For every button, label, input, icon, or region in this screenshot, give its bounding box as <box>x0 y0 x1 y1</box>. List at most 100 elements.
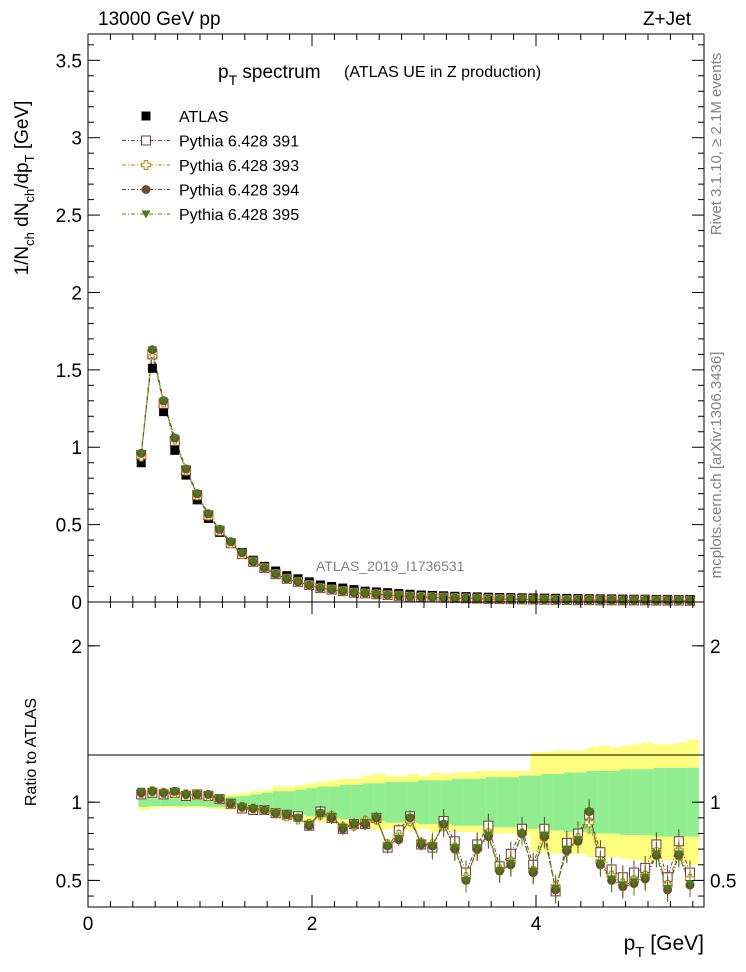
ratio-point <box>439 820 449 829</box>
ratio-point <box>147 787 157 796</box>
ratio-point <box>629 878 639 887</box>
x-tick-label: 0 <box>83 914 94 935</box>
ratio-point <box>394 834 404 843</box>
data-point <box>685 597 695 606</box>
data-point <box>181 465 191 474</box>
ratio-point <box>304 820 314 829</box>
ratio-y-tick-label: 1 <box>71 793 82 814</box>
data-point <box>136 449 146 458</box>
stat-uncertainty-bin <box>586 770 599 834</box>
data-point <box>259 564 269 573</box>
analysis-watermark: ATLAS_2019_I1736531 <box>316 558 465 574</box>
ratio-point <box>461 876 471 885</box>
data-point <box>573 596 583 605</box>
ratio-point <box>584 808 594 817</box>
ratio-point <box>327 812 337 821</box>
ratio-plot-frame <box>87 601 705 908</box>
stat-uncertainty-bin <box>597 770 610 834</box>
ratio-point <box>651 850 661 859</box>
x-axis: 0 2 4 <box>83 34 694 935</box>
ratio-point <box>483 831 493 840</box>
ratio-point <box>315 809 325 818</box>
data-point <box>562 596 572 605</box>
stat-uncertainty-bin <box>530 775 543 829</box>
legend-label: ATLAS <box>179 109 229 126</box>
stat-uncertainty-bin <box>564 772 576 832</box>
spectrum-y-axis-label: 1/Nch dNch/dpT [GeV] <box>12 101 37 276</box>
ratio-point <box>607 875 617 884</box>
data-point <box>327 586 337 595</box>
chart-title: pT spectrum <box>218 62 321 88</box>
legend-label: Pythia 6.428 391 <box>179 134 299 151</box>
stat-uncertainty-bin <box>552 774 565 831</box>
data-point <box>618 596 628 605</box>
stat-uncertainty-bin <box>407 781 419 823</box>
stat-uncertainty-bin <box>149 798 162 807</box>
y-tick-label: 2 <box>71 283 82 304</box>
data-point <box>192 490 202 499</box>
ratio-y-axis-label: Ratio to ATLAS <box>23 698 40 806</box>
data-point <box>271 570 281 579</box>
stat-uncertainty-bin <box>653 767 666 837</box>
ratio-point <box>416 839 426 848</box>
data-point <box>663 597 673 606</box>
ratio-point <box>472 844 482 853</box>
ratio-point <box>405 814 415 823</box>
stat-uncertainty-bin <box>295 789 307 815</box>
ratio-point <box>528 867 538 876</box>
data-point <box>483 595 493 604</box>
ratio-y-tick-label: 2 <box>71 637 82 658</box>
ratio-uncertainty-bands <box>138 739 699 865</box>
ratio-series <box>136 786 695 904</box>
data-point <box>147 363 157 373</box>
data-point <box>360 589 370 598</box>
header-left: 13000 GeV pp <box>98 9 221 30</box>
stat-uncertainty-bin <box>396 781 408 823</box>
stat-uncertainty-bin <box>317 786 330 818</box>
data-point <box>215 525 225 534</box>
data-point <box>506 595 516 604</box>
data-point <box>674 597 684 606</box>
ratio-point <box>618 881 628 890</box>
ratio-point <box>573 836 583 845</box>
spectrum-series <box>136 345 695 606</box>
stat-uncertainty-bin <box>508 777 520 828</box>
data-point <box>226 538 236 547</box>
data-point <box>528 596 538 605</box>
data-point <box>237 548 247 557</box>
ratio-y-tick-label: 0.5 <box>56 871 82 892</box>
ratio-point <box>203 790 213 799</box>
ratio-y-axis: 0.5 0.5 1 1 2 2 <box>56 637 736 897</box>
data-point <box>607 596 617 605</box>
side-label-top: Rivet 3.1.10, ≥ 2.1M events <box>708 53 725 236</box>
ratio-point <box>506 859 516 868</box>
data-point <box>427 593 437 602</box>
data-point <box>439 594 449 603</box>
legend-label: Pythia 6.428 394 <box>179 183 299 200</box>
x-tick-label: 2 <box>307 914 318 935</box>
ratio-point <box>237 803 247 812</box>
data-point <box>450 594 460 603</box>
stat-uncertainty-bin <box>575 772 587 832</box>
stat-uncertainty-bin <box>373 783 386 821</box>
stat-uncertainty-bin <box>261 792 274 812</box>
stat-uncertainty-bin <box>452 778 464 826</box>
ratio-point <box>136 787 146 796</box>
data-point <box>461 594 471 603</box>
stat-uncertainty-bin <box>284 791 296 814</box>
y-tick-label: 1.5 <box>56 361 82 382</box>
data-point <box>159 407 169 417</box>
ratio-point <box>383 842 393 851</box>
ratio-point <box>685 880 695 889</box>
ratio-point <box>271 809 281 818</box>
ratio-point <box>562 845 572 854</box>
ratio-point <box>293 814 303 823</box>
data-point <box>159 397 169 406</box>
legend-label: Pythia 6.428 393 <box>179 158 299 175</box>
ratio-point <box>517 829 527 838</box>
ratio-point <box>282 811 292 820</box>
legend-marker <box>141 111 151 121</box>
stat-uncertainty-bin <box>463 778 475 826</box>
stat-uncertainty-bin <box>496 777 509 828</box>
